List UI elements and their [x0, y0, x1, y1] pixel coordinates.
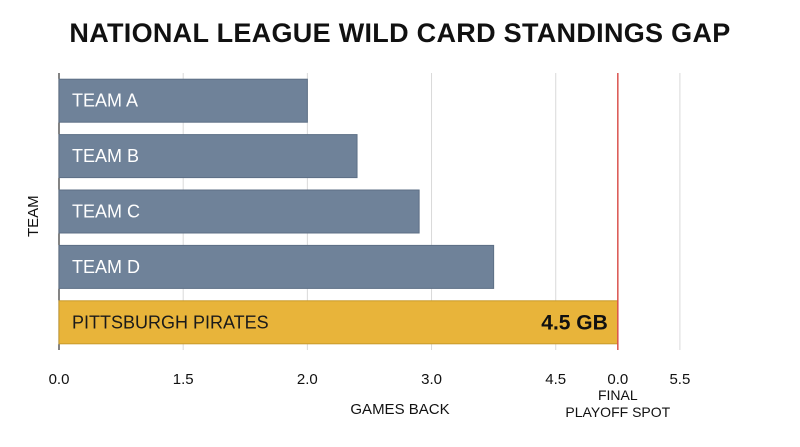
x-axis-label: GAMES BACK — [350, 401, 450, 418]
x-tick-label: 1.5 — [173, 371, 194, 388]
reference-line-label: FINAL — [598, 387, 638, 403]
bar — [58, 189, 420, 234]
reference-line-label: PLAYOFF SPOT — [565, 404, 670, 420]
chart-title: NATIONAL LEAGUE WILD CARD STANDINGS GAP — [69, 18, 731, 48]
bar-highlight — [58, 300, 619, 345]
x-tick-label: 0.0 — [49, 371, 70, 388]
x-tick-label: 5.5 — [669, 371, 690, 388]
bar-category-label: TEAM B — [72, 146, 139, 166]
bar — [58, 244, 495, 289]
bar-value-label: 4.5 GB — [541, 311, 608, 334]
bar — [58, 78, 308, 123]
bar — [58, 134, 358, 179]
bar-category-label: PITTSBURGH PIRATES — [72, 312, 269, 332]
x-tick-label: 3.0 — [421, 371, 442, 388]
x-tick-label: 0.0 — [607, 371, 628, 388]
bar-category-label: TEAM D — [72, 257, 140, 277]
bar-category-label: TEAM C — [72, 202, 140, 222]
x-tick-label: 4.5 — [545, 371, 566, 388]
bar-category-label: TEAM A — [72, 91, 138, 111]
x-tick-label: 2.0 — [297, 371, 318, 388]
